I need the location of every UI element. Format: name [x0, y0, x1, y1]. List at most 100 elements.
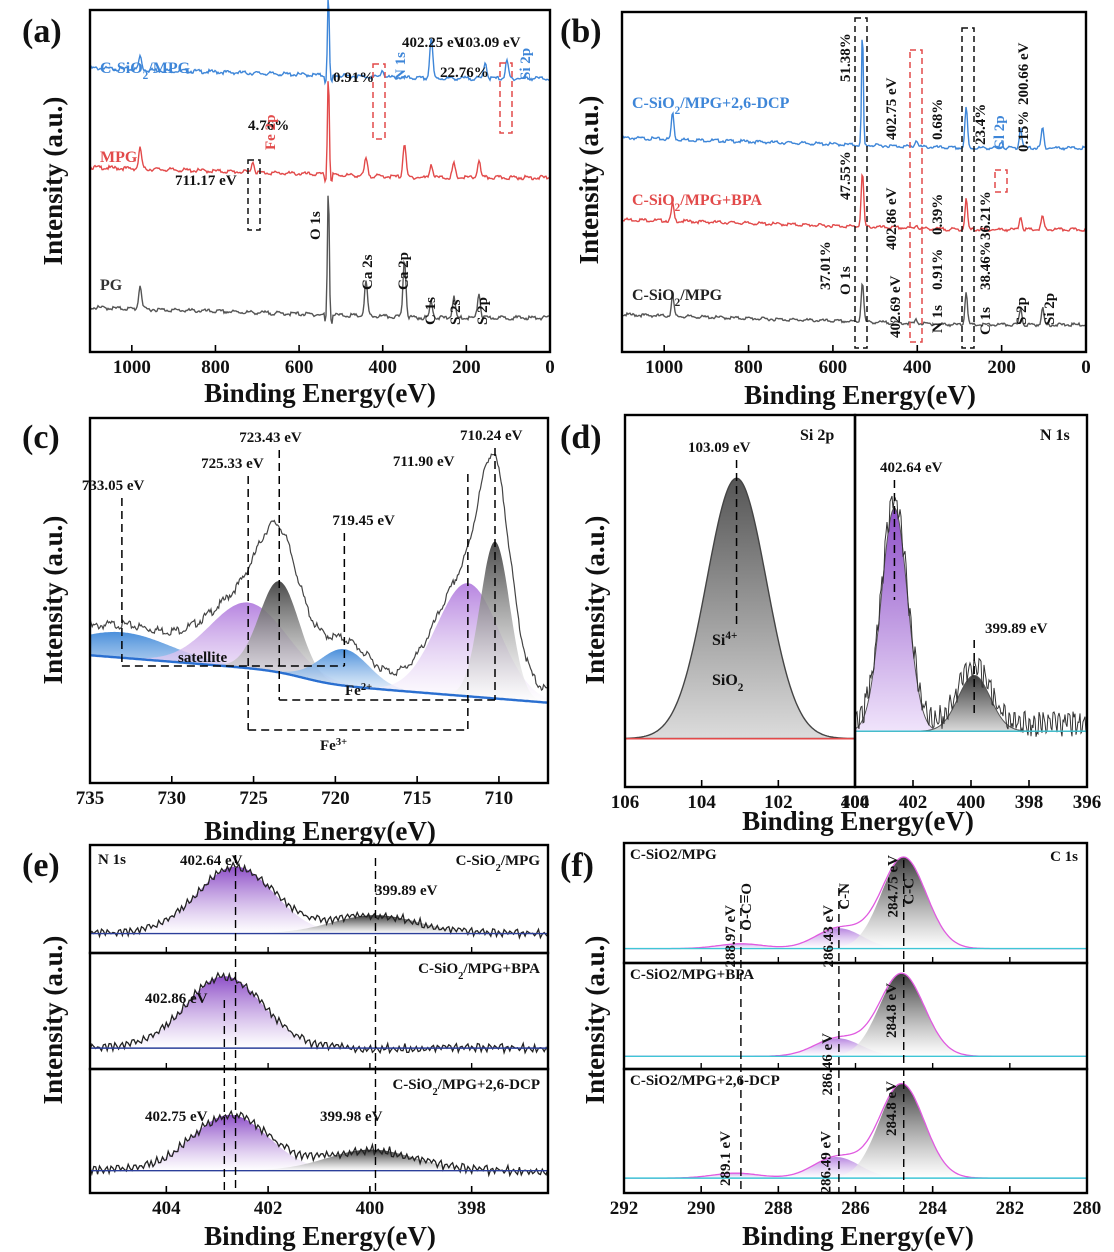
subscript: 2	[675, 297, 681, 309]
label-tail: /MPG	[500, 853, 540, 869]
x-axis-label: Binding Energy(eV)	[204, 816, 436, 846]
peak-annotation: S 2s	[448, 299, 464, 325]
peak-annotation: Cl 2p	[992, 115, 1008, 150]
envelope-line	[89, 1109, 549, 1178]
peak-bracket	[499, 62, 513, 134]
subscript: 2	[675, 202, 681, 214]
series-label: C-SiO2/MPG	[100, 60, 191, 82]
x-tick-label: 290	[687, 1198, 716, 1219]
panel-label: (b)	[560, 13, 602, 50]
peak-area	[90, 1114, 548, 1171]
x-tick-label: 400	[356, 1198, 385, 1219]
peak-annotation: 47.55%	[838, 151, 854, 200]
bracket-label: Fe2+	[345, 682, 372, 700]
x-tick-label: 600	[285, 357, 314, 378]
y-axis-label: Intensity (a.u.)	[38, 516, 68, 685]
peak-label: 399.89 eV	[375, 883, 438, 899]
baseline-line	[90, 654, 549, 704]
peak-area	[90, 631, 548, 703]
series-label: C-SiO2/MPG	[456, 853, 541, 874]
peak-annotation: 51.38%	[838, 33, 854, 82]
x-tick-label: 396	[1073, 792, 1102, 813]
plot-frame	[88, 8, 552, 354]
peak-annotation: Ca 2s	[360, 254, 376, 290]
peak-area	[624, 477, 856, 740]
peak-label: 289.1 eV	[718, 1131, 734, 1186]
series-label: C-SiO2/MPG+2,6-DCP	[392, 1077, 540, 1098]
peak-label: 710.24 eV	[460, 428, 523, 444]
region-label: C 1s	[1050, 849, 1078, 865]
peak-bracket	[854, 17, 868, 349]
x-tick-label: 100	[841, 792, 870, 813]
bond-label: O-C=O	[739, 883, 755, 931]
peak-area	[624, 943, 1087, 949]
peak-area	[90, 583, 548, 703]
peak-annotation: S 2p	[1014, 297, 1030, 325]
x-tick-label: 282	[996, 1198, 1025, 1219]
peak-annotation: 402.86 eV	[884, 187, 900, 250]
subscript: 2	[432, 1087, 437, 1098]
peak-label: 402.75 eV	[145, 1109, 208, 1125]
peak-annotation: 22.76%	[440, 65, 489, 81]
series-line	[89, 195, 551, 324]
x-tick-label: 200	[987, 357, 1016, 378]
series-label: C-SiO2/MPG	[630, 847, 717, 863]
superscript: 4+	[725, 630, 737, 642]
x-tick-label: 284	[918, 1198, 947, 1219]
peak-label: 399.89 eV	[985, 621, 1048, 637]
peak-area	[90, 602, 548, 703]
series-label: C-SiO2/MPG+2,6-DCP	[630, 1073, 780, 1089]
peak-annotation: 23.4%	[973, 104, 989, 145]
x-axis-label: Binding Energy(eV)	[204, 378, 436, 408]
x-tick-label: 735	[76, 788, 105, 809]
peak-annotation: 402.75 eV	[884, 77, 900, 140]
peak-annotation: Si 2p	[518, 48, 534, 80]
x-tick-label: 398	[457, 1198, 486, 1219]
panel-label: (a)	[22, 13, 62, 50]
x-axis-label: Binding Energy(eV)	[742, 806, 974, 836]
peak-annotation: Ca 2p	[396, 252, 412, 290]
x-tick-label: 800	[734, 357, 763, 378]
envelope-line	[854, 495, 1088, 737]
label-tail: /MPG	[147, 60, 190, 77]
x-tick-label: 280	[1073, 1198, 1102, 1219]
peak-bracket	[994, 169, 1008, 193]
x-tick-label: 1000	[113, 357, 151, 378]
x-tick-label: 0	[1081, 357, 1091, 378]
label-tail: /MPG+2,6-DCP	[679, 95, 789, 112]
peak-label: 288.97 eV	[723, 905, 739, 968]
peak-label: 723.43 eV	[239, 430, 302, 446]
series-label: PG	[100, 277, 123, 294]
peak-annotation: N 1s	[393, 52, 409, 80]
peak-annotation: 4.76%	[248, 118, 289, 134]
y-axis-label: Intensity (a.u.)	[580, 516, 610, 685]
peak-annotation: 0.39%	[930, 194, 946, 235]
x-tick-label: 292	[610, 1198, 639, 1219]
panel-label: (d)	[560, 419, 602, 456]
x-tick-label: 0	[545, 357, 555, 378]
peak-area	[90, 649, 548, 703]
label-tail: /MPG+2,6-DCP	[437, 1077, 540, 1093]
peak-bracket	[909, 49, 923, 343]
x-tick-label: 400	[903, 357, 932, 378]
x-tick-label: 398	[1015, 792, 1044, 813]
series-label: C-SiO2/MPG+BPA	[418, 961, 540, 982]
region-label: Si 2p	[800, 427, 834, 444]
envelope-line	[89, 453, 549, 692]
peak-area	[90, 976, 548, 1049]
subscript: 2	[738, 682, 744, 694]
x-axis-label: Binding Energy(eV)	[204, 1221, 436, 1251]
peak-annotation: O 1s	[308, 211, 324, 240]
x-tick-label: 104	[687, 792, 716, 813]
series-line	[621, 173, 1087, 233]
y-axis-label: Intensity (a.u.)	[38, 97, 68, 266]
panel-label: (e)	[22, 847, 60, 884]
peak-annotation: Fe 2p	[263, 115, 279, 150]
x-tick-label: 404	[841, 792, 870, 813]
peak-bracket	[247, 159, 261, 231]
x-tick-label: 106	[611, 792, 640, 813]
x-tick-label: 402	[254, 1198, 283, 1219]
panel-label: (c)	[22, 419, 60, 456]
y-axis-label: Intensity (a.u.)	[574, 96, 604, 265]
peak-label: 402.64 eV	[880, 460, 943, 476]
